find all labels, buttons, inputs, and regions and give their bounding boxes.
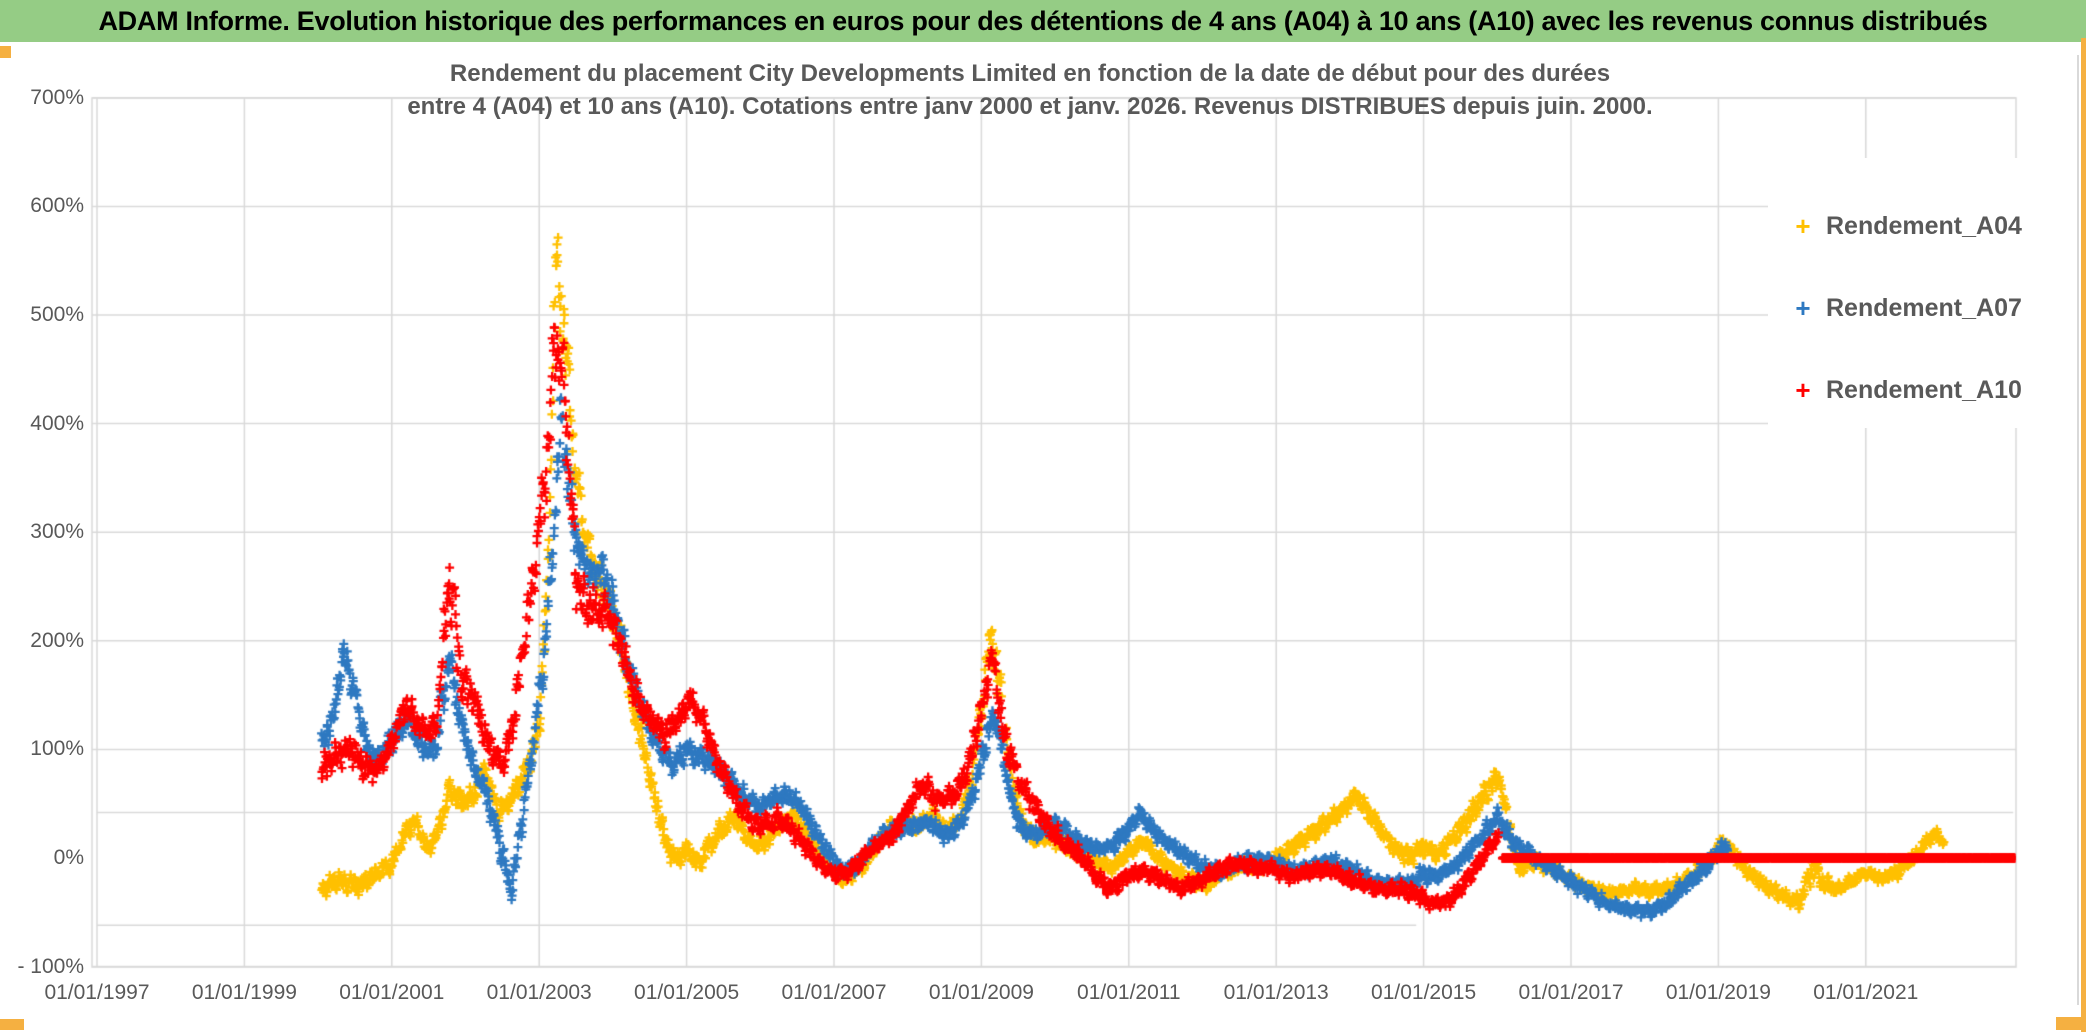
- chart-frame-right-border: [2077, 55, 2079, 1005]
- chart-legend: + Rendement_A04 + Rendement_A07 + Rendement_A…: [1768, 158, 2064, 428]
- legend-item-Rendement_A04: + Rendement_A04: [1786, 208, 2022, 244]
- banner-title: ADAM Informe. Evolution historique des p…: [0, 0, 2086, 42]
- x-tick-2013: 01/01/2013: [1223, 981, 1329, 1004]
- slide-accent-top-left: [0, 46, 11, 58]
- x-tick-2005: 01/01/2005: [634, 981, 740, 1004]
- chart-title-line1: Rendement du placement City Developments…: [449, 60, 1611, 87]
- y-tick-400: 400%: [30, 411, 84, 435]
- x-tick-2015: 01/01/2015: [1371, 981, 1477, 1004]
- x-tick-2007: 01/01/2007: [781, 981, 887, 1004]
- x-tick-2009: 01/01/2009: [928, 981, 1034, 1004]
- x-tick-2019: 01/01/2019: [1665, 981, 1771, 1004]
- y-tick-300: 300%: [30, 520, 84, 544]
- y-tick--100: - 100%: [17, 954, 84, 978]
- y-tick-100: 100%: [30, 737, 84, 761]
- y-tick-700: 700%: [30, 85, 84, 109]
- legend-item-Rendement_A07: + Rendement_A07: [1786, 290, 2022, 326]
- chart-title-line2: entre 4 (A04) et 10 ans (A10). Cotations…: [407, 93, 1653, 120]
- x-tick-2021: 01/01/2021: [1813, 981, 1919, 1004]
- slide-accent-bottom-left: [0, 1019, 24, 1030]
- y-tick-0: 0%: [53, 846, 84, 869]
- y-tick-500: 500%: [30, 303, 84, 326]
- legend-label: Rendement_A07: [1826, 293, 2022, 322]
- x-tick-2011: 01/01/2011: [1077, 981, 1181, 1004]
- x-tick-2017: 01/01/2017: [1518, 981, 1624, 1004]
- slide-accent-right-strip: [2081, 38, 2086, 1032]
- legend-marker-icon: +: [1795, 292, 1811, 323]
- legend-marker-icon: +: [1795, 210, 1811, 241]
- legend-label: Rendement_A04: [1826, 211, 2022, 240]
- y-tick-200: 200%: [30, 628, 84, 652]
- x-tick-2001: 01/01/2001: [339, 981, 445, 1004]
- legend-label: Rendement_A10: [1826, 375, 2022, 404]
- y-tick-600: 600%: [30, 194, 84, 218]
- x-tick-1999: 01/01/1999: [191, 981, 297, 1004]
- x-tick-2003: 01/01/2003: [486, 981, 592, 1004]
- legend-item-Rendement_A10: + Rendement_A10: [1786, 372, 2022, 408]
- legend-marker-icon: +: [1795, 374, 1811, 405]
- slide-accent-bottom-right: [2056, 1017, 2082, 1030]
- x-tick-1997: 01/01/1997: [44, 981, 150, 1004]
